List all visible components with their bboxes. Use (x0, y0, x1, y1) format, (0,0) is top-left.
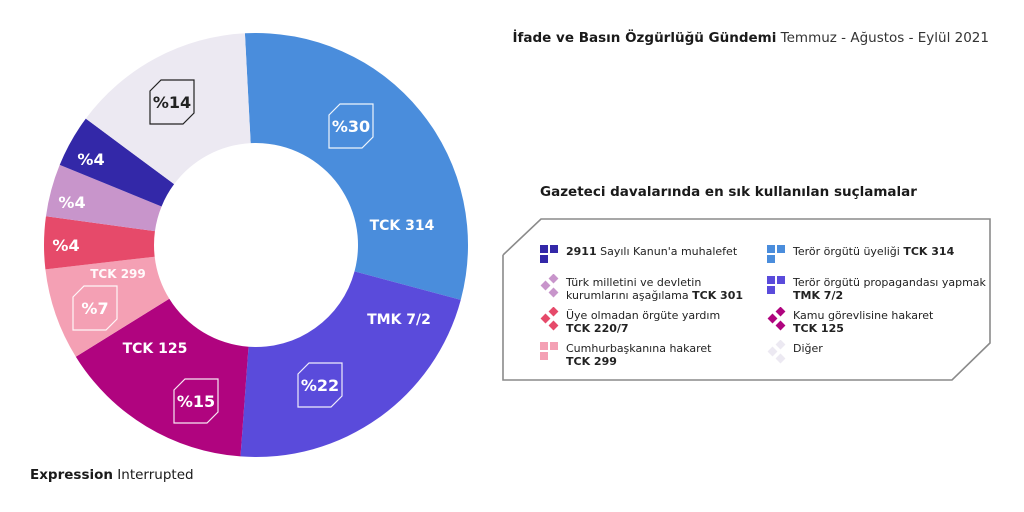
legend-item-label: Terör örgütü propagandası yapmak TMK 7/2 (793, 276, 986, 302)
slice-value-label: %30 (332, 117, 370, 136)
slice-name-label: TCK 299 (90, 267, 146, 281)
legend-item-label: Terör örgütü üyeliği TCK 314 (793, 245, 955, 258)
donut-slice (75, 298, 249, 457)
slice-name-label: TMK 7/2 (367, 312, 431, 328)
legend-item-label: 2911 Sayılı Kanun'a muhalefet (566, 245, 738, 258)
donut-slice (45, 164, 162, 232)
legend-item-label: Üye olmadan örgüte yardım TCK 220/7 (566, 309, 721, 335)
slice-value-label: %15 (177, 392, 215, 411)
slice-value-label: %4 (77, 150, 104, 169)
donut-chart: %30 TCK 314 %22 TMK 7/2 %15 TCK 125 %7 TCK 299%… (44, 33, 468, 457)
value-label-frame (72, 285, 118, 331)
slice-value-label: %14 (153, 93, 191, 112)
slice-value-label: %4 (52, 236, 79, 255)
value-label-frame (149, 79, 195, 125)
footer-brand-light: Interrupted (117, 467, 194, 483)
slice-value-label: %4 (58, 193, 85, 212)
value-label-frame (328, 103, 374, 149)
header-title-bold: İfade ve Basın Özgürlüğü Gündemi (512, 30, 777, 46)
donut-slice (59, 118, 175, 207)
footer-brand-bold: Expression (30, 467, 113, 483)
footer-brand: Expression Interrupted (30, 467, 194, 483)
donut-slice (85, 33, 251, 185)
chart-header: İfade ve Basın Özgürlüğü Gündemi Temmuz … (513, 30, 989, 46)
legend-frame (502, 218, 991, 381)
header-title-period: Temmuz - Ağustos - Eylül 2021 (780, 30, 989, 46)
slice-name-label: TCK 125 (123, 341, 188, 357)
slice-value-label: %7 (81, 299, 108, 318)
donut-slice (240, 271, 461, 457)
donut-slice (45, 256, 170, 357)
legend-item-label: Cumhurbaşkanına hakaret TCK 299 (566, 342, 712, 368)
legend-item-label: Diğer (793, 342, 823, 355)
donut-slice (44, 216, 155, 270)
value-label-frame (297, 362, 343, 408)
slice-value-label: %22 (301, 376, 339, 395)
legend-item-label: Türk milletini ve devletin kurumlarını aş… (566, 276, 744, 302)
donut-slice (244, 33, 468, 300)
legend-title: Gazeteci davalarında en sık kullanılan s… (540, 184, 917, 200)
legend-item-label: Kamu görevlisine hakaret TCK 125 (793, 309, 934, 335)
value-label-frame (173, 378, 219, 424)
slice-name-label: TCK 314 (370, 218, 435, 234)
